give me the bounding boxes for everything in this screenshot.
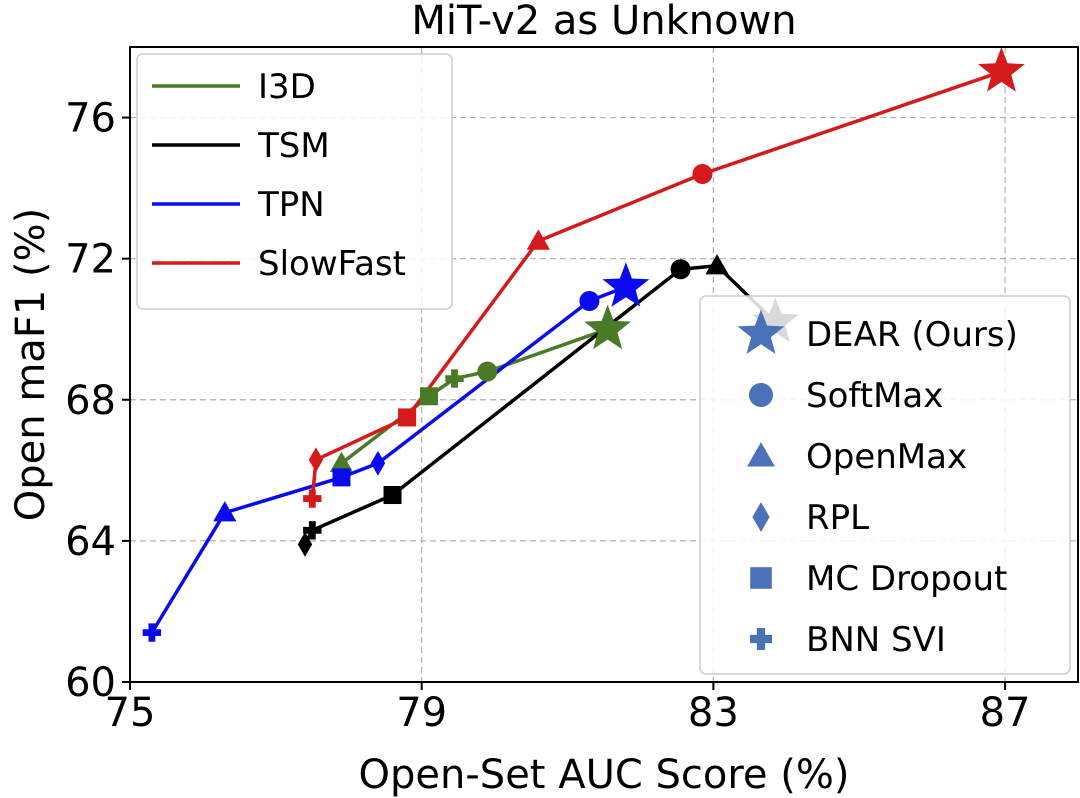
data-point-i3d-mc-dropout [419, 387, 438, 406]
legend-label-mc-dropout: MC Dropout [806, 559, 1007, 599]
y-tick-label: 64 [65, 519, 116, 565]
data-point-i3d-dear-ours [584, 304, 631, 350]
y-axis-title: Open maF1 (%) [8, 208, 54, 521]
data-point-tpn-openmax [213, 501, 237, 522]
data-point-slowfast-rpl [308, 447, 324, 473]
legend-label-slowfast: SlowFast [258, 244, 406, 284]
data-point-tpn-softmax [579, 291, 600, 311]
x-tick-label: 79 [396, 690, 447, 736]
legend-label-rpl: RPL [806, 498, 869, 538]
plot-frame [129, 46, 1079, 683]
data-point-tsm-bnn-svi [303, 521, 322, 540]
data-point-slowfast-dear-ours [978, 47, 1025, 92]
data-point-i3d-softmax [477, 361, 498, 382]
series-legend-box [136, 53, 453, 310]
data-point-i3d-bnn-svi [445, 369, 464, 388]
legend-label-tpn: TPN [257, 185, 325, 225]
x-tick-label: 75 [105, 690, 156, 736]
legend-label-bnn-svi: BNN SVI [806, 620, 946, 660]
legend-marker-openmax [747, 442, 775, 467]
legend-marker-mc-dropout [750, 567, 772, 589]
x-tick-label: 83 [688, 690, 739, 736]
data-point-slowfast-mc-dropout [398, 408, 417, 427]
marker-legend: DEAR (Ours) SoftMax OpenMax RPL MC Dropout BN… [699, 295, 1071, 675]
data-point-i3d-openmax [329, 451, 354, 472]
series-legend: I3D TSM TPN SlowFast [136, 53, 453, 310]
data-point-slowfast-bnn-svi [303, 489, 322, 508]
x-axis-title: Open-Set AUC Score (%) [359, 752, 850, 798]
series-line-i3d [340, 327, 609, 465]
legend-label-i3d: I3D [258, 67, 316, 107]
marker-legend-box [699, 295, 1071, 675]
x-tick-label: 87 [980, 690, 1031, 736]
data-point-tsm-mc-dropout [383, 486, 402, 505]
y-tick-label: 68 [65, 378, 116, 424]
legend-marker-bnn-svi [749, 627, 773, 651]
legend-label-tsm: TSM [257, 126, 330, 166]
series-line-tpn [150, 285, 627, 634]
data-point-tsm-rpl [297, 532, 313, 557]
legend-marker-dear-ours [737, 309, 785, 354]
data-point-slowfast-softmax [692, 164, 713, 184]
ticks-layer: 75 79 83 87 60 64 68 72 76 [65, 96, 1030, 736]
data-point-tpn-mc-dropout [332, 468, 351, 487]
chart-title: MiT-v2 as Unknown [411, 0, 796, 44]
y-tick-label: 60 [65, 660, 116, 706]
y-tick-label: 76 [65, 96, 116, 142]
data-point-tpn-bnn-svi [142, 623, 162, 642]
legend-label-softmax: SoftMax [806, 376, 943, 416]
data-point-tsm-softmax [670, 259, 691, 280]
data-point-slowfast-openmax [526, 229, 550, 250]
data-point-tpn-dear-ours [602, 262, 650, 307]
legend-label-dear-ours: DEAR (Ours) [806, 315, 1018, 355]
legend-label-openmax: OpenMax [806, 437, 967, 477]
y-tick-label: 72 [65, 237, 116, 283]
data-point-tsm-openmax [705, 254, 729, 275]
legend-marker-softmax [749, 383, 773, 407]
legend-marker-rpl [752, 502, 770, 532]
data-point-tpn-rpl [370, 450, 386, 476]
